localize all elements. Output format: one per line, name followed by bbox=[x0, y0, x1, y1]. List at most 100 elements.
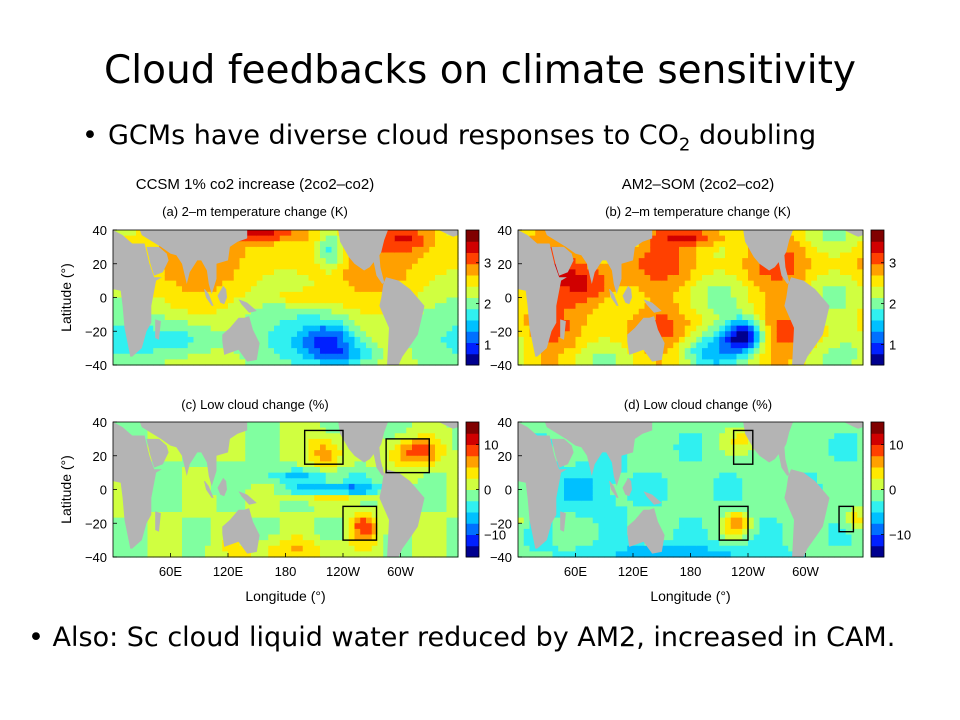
field-cell bbox=[337, 241, 344, 248]
field-cell bbox=[440, 336, 448, 344]
field-cell bbox=[141, 534, 149, 541]
field-cell bbox=[187, 517, 195, 524]
field-cell bbox=[598, 342, 605, 349]
field-cell bbox=[406, 280, 413, 287]
field-cell bbox=[302, 551, 310, 558]
field-cell bbox=[239, 551, 246, 558]
field-cell bbox=[343, 483, 350, 491]
field-cell bbox=[320, 308, 327, 315]
field-cell bbox=[690, 246, 697, 254]
field-cell bbox=[325, 275, 333, 282]
field-cell bbox=[124, 422, 131, 429]
africa-land bbox=[113, 422, 162, 549]
field-cell bbox=[291, 246, 298, 254]
field-cell bbox=[776, 353, 784, 360]
field-cell bbox=[262, 303, 269, 310]
field-cell bbox=[153, 483, 160, 491]
field-cell bbox=[164, 342, 172, 349]
field-cell bbox=[256, 359, 264, 366]
field-cell bbox=[587, 353, 594, 360]
field-cell bbox=[164, 325, 172, 332]
field-cell bbox=[638, 275, 646, 282]
field-cell bbox=[569, 325, 577, 332]
asia-land bbox=[139, 230, 248, 295]
field-cell bbox=[845, 286, 853, 293]
field-cell bbox=[667, 263, 674, 270]
field-cell bbox=[627, 472, 634, 479]
field-cell bbox=[817, 230, 824, 237]
field-cell bbox=[523, 545, 531, 552]
field-cell bbox=[400, 455, 407, 462]
field-cell bbox=[429, 500, 436, 507]
field-cell bbox=[228, 495, 235, 502]
field-cell bbox=[268, 286, 275, 293]
field-cell bbox=[291, 500, 298, 507]
field-cell bbox=[314, 528, 321, 536]
field-cell bbox=[575, 263, 582, 270]
field-cell bbox=[383, 427, 390, 434]
field-cell bbox=[285, 348, 292, 355]
field-cell bbox=[684, 246, 692, 254]
field-cell bbox=[564, 275, 571, 282]
field-cell bbox=[383, 258, 390, 265]
field-cell bbox=[440, 427, 448, 434]
field-cell bbox=[210, 528, 218, 536]
field-cell bbox=[857, 275, 864, 282]
field-cell bbox=[308, 545, 315, 552]
field-cell bbox=[592, 314, 600, 321]
field-cell bbox=[228, 291, 235, 299]
field-cell bbox=[452, 275, 459, 282]
field-cell bbox=[406, 422, 413, 429]
field-cell bbox=[412, 235, 419, 242]
field-cell bbox=[423, 523, 430, 530]
field-cell bbox=[446, 348, 453, 355]
field-cell bbox=[113, 331, 120, 338]
field-cell bbox=[268, 506, 275, 513]
field-cell bbox=[159, 286, 166, 293]
field-cell bbox=[429, 241, 436, 248]
field-cell bbox=[610, 280, 617, 287]
field-cell bbox=[805, 359, 812, 366]
field-cell bbox=[176, 303, 183, 310]
field-cell bbox=[587, 336, 594, 344]
field-cell bbox=[337, 286, 344, 293]
field-cell bbox=[136, 540, 143, 547]
field-cell bbox=[268, 545, 275, 552]
panel-title: (a) 2–m temperature change (K) bbox=[162, 204, 348, 219]
field-cell bbox=[274, 291, 281, 299]
field-cell bbox=[251, 291, 258, 299]
field-cell bbox=[153, 472, 160, 479]
field-cell bbox=[262, 336, 269, 344]
colorbar-segment bbox=[466, 489, 479, 502]
field-cell bbox=[828, 359, 835, 366]
field-cell bbox=[136, 422, 143, 429]
field-cell bbox=[285, 297, 292, 304]
field-cell bbox=[845, 348, 853, 355]
field-cell bbox=[193, 303, 200, 310]
field-cell bbox=[569, 291, 577, 299]
field-cell bbox=[822, 320, 830, 327]
field-cell bbox=[343, 269, 350, 276]
field-cell bbox=[256, 246, 264, 254]
field-cell bbox=[840, 258, 847, 265]
field-cell bbox=[239, 450, 246, 457]
field-cell bbox=[552, 325, 559, 332]
field-cell bbox=[118, 500, 126, 507]
field-cell bbox=[604, 275, 611, 282]
colorbar-segment bbox=[466, 444, 479, 457]
field-cell bbox=[170, 320, 177, 327]
field-cell bbox=[233, 286, 241, 293]
field-cell bbox=[759, 286, 766, 293]
field-cell bbox=[159, 528, 166, 536]
field-cell bbox=[308, 422, 315, 429]
field-cell bbox=[314, 308, 321, 315]
field-cell bbox=[228, 246, 235, 254]
field-cell bbox=[446, 308, 453, 315]
field-cell bbox=[176, 286, 183, 293]
field-cell bbox=[656, 241, 663, 248]
y-tick-label: 40 bbox=[498, 223, 512, 238]
field-cell bbox=[679, 308, 686, 315]
field-cell bbox=[748, 258, 755, 265]
field-cell bbox=[581, 545, 588, 552]
field-cell bbox=[736, 308, 743, 315]
